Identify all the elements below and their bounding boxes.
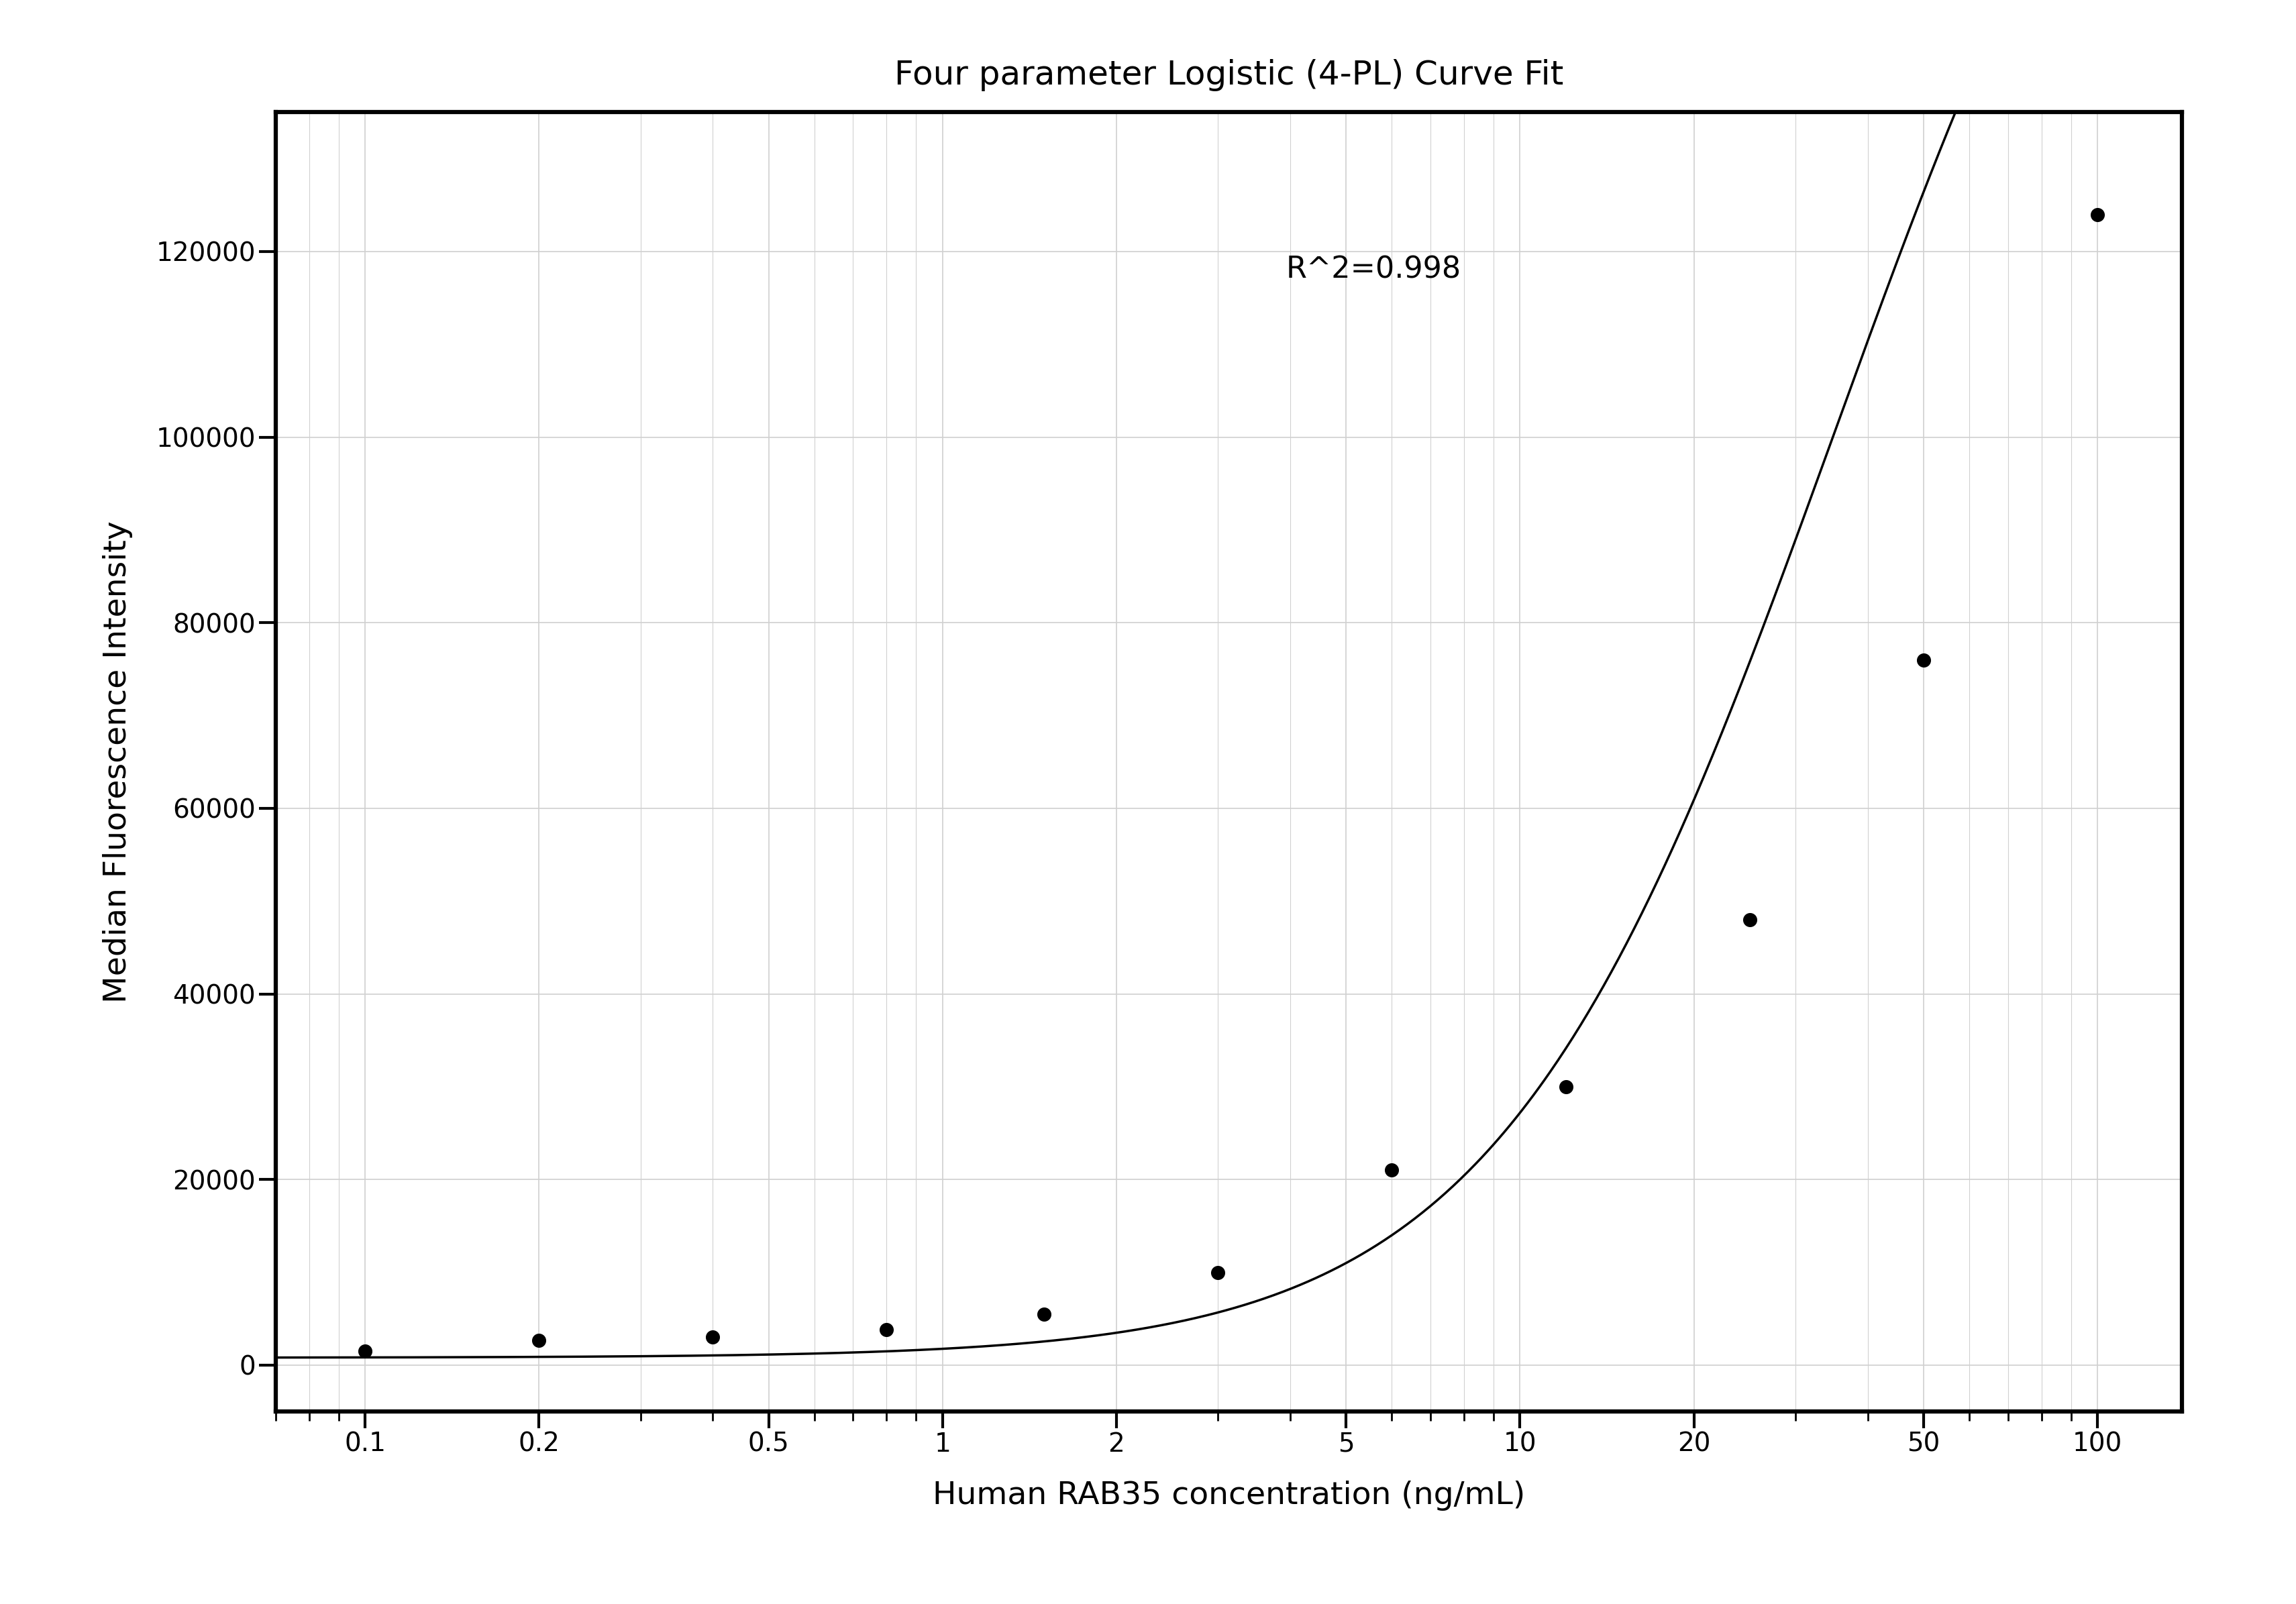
- Point: [868, 1317, 905, 1343]
- Point: [1373, 1158, 1410, 1184]
- Point: [1731, 906, 1768, 932]
- X-axis label: Human RAB35 concentration (ng/mL): Human RAB35 concentration (ng/mL): [932, 1480, 1525, 1511]
- Point: [1906, 646, 1942, 672]
- Point: [347, 1338, 383, 1363]
- Point: [693, 1325, 730, 1351]
- Y-axis label: Median Fluorescence Intensity: Median Fluorescence Intensity: [103, 521, 133, 1002]
- Title: Four parameter Logistic (4-PL) Curve Fit: Four parameter Logistic (4-PL) Curve Fit: [893, 59, 1564, 91]
- Point: [1199, 1259, 1235, 1285]
- Point: [1026, 1301, 1063, 1327]
- Point: [2078, 202, 2115, 228]
- Point: [521, 1327, 558, 1352]
- Text: R^2=0.998: R^2=0.998: [1286, 255, 1460, 284]
- Point: [1548, 1075, 1584, 1100]
